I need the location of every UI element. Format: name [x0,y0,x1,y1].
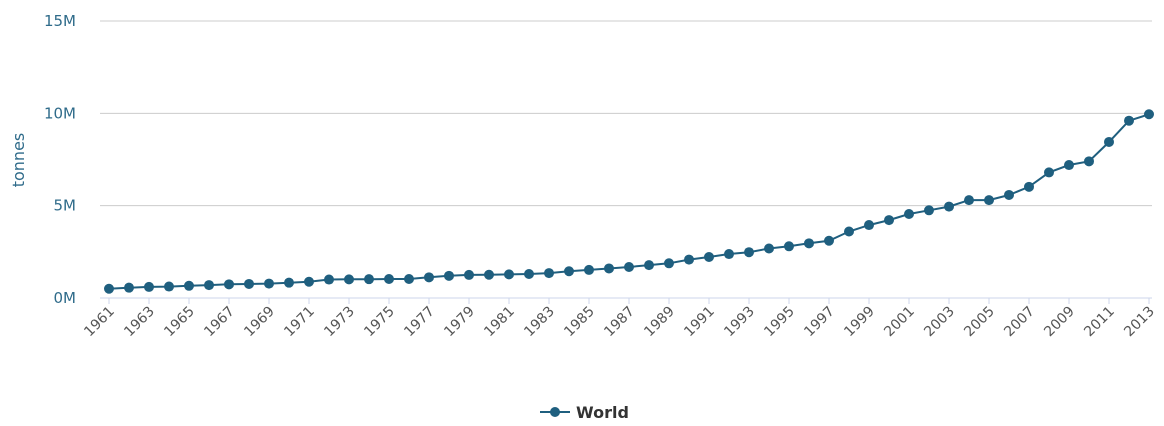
x-tick-label: 1979 [441,304,478,341]
x-tick-label: 2003 [921,304,958,341]
data-point-1962[interactable] [124,282,134,293]
data-point-1970[interactable] [284,277,294,288]
data-point-1966[interactable] [204,280,214,291]
x-tick-label: 2011 [1081,304,1118,341]
data-point-1986[interactable] [604,263,614,274]
data-point-2013[interactable] [1144,109,1154,120]
x-tick-label: 1985 [561,304,598,341]
x-tick-label: 2005 [961,304,998,341]
data-point-1973[interactable] [344,274,354,285]
x-tick-label: 1991 [681,304,718,341]
data-point-2004[interactable] [964,195,974,206]
series-world [104,109,1154,294]
data-point-2011[interactable] [1104,136,1114,147]
data-point-1975[interactable] [384,273,394,284]
data-point-1978[interactable] [444,270,454,281]
data-point-1990[interactable] [684,254,694,265]
x-tick-label: 1961 [81,304,118,341]
x-tick-label: 1997 [801,304,838,341]
x-tick-label: 1995 [761,304,798,341]
data-point-1967[interactable] [224,279,234,290]
y-tick-label: 10M [44,104,76,122]
y-axis: 0M 5M 10M 15M [44,12,76,307]
data-point-1977[interactable] [424,272,434,283]
data-point-1979[interactable] [464,269,474,280]
data-point-2006[interactable] [1004,189,1014,200]
data-point-1981[interactable] [504,269,514,280]
x-tick-label: 1977 [401,304,438,341]
data-point-1968[interactable] [244,278,254,289]
data-point-1980[interactable] [484,269,494,280]
data-point-1985[interactable] [584,264,594,275]
x-tick-label: 1987 [601,304,638,341]
x-axis: 1961 1963 1965 1967 1969 1971 1973 1975 1977 1979… [81,298,1158,340]
x-tick-label: 2007 [1001,304,1038,341]
data-point-1995[interactable] [784,241,794,252]
data-point-1999[interactable] [864,220,874,231]
data-point-2009[interactable] [1064,160,1074,171]
data-point-1969[interactable] [264,278,274,289]
data-point-1992[interactable] [724,249,734,260]
x-tick-label: 1981 [481,304,518,341]
data-point-1988[interactable] [644,260,654,271]
y-tick-label: 15M [44,12,76,30]
data-point-1984[interactable] [564,266,574,277]
x-tick-label: 2009 [1041,304,1078,341]
x-tick-label: 1969 [241,304,278,341]
data-point-2012[interactable] [1124,115,1134,126]
data-point-1998[interactable] [844,226,854,237]
x-tick-label: 1971 [281,304,318,341]
data-point-2005[interactable] [984,195,994,206]
x-tick-label: 2001 [881,304,918,341]
data-point-1972[interactable] [324,274,334,285]
x-tick-label: 1983 [521,304,558,341]
data-point-1996[interactable] [804,238,814,249]
data-point-1971[interactable] [304,276,314,287]
x-tick-label: 1967 [201,304,238,341]
data-point-1964[interactable] [164,281,174,292]
data-point-1965[interactable] [184,280,194,291]
data-point-2008[interactable] [1044,167,1054,178]
x-tick-label: 1989 [641,304,678,341]
gridlines [100,20,1152,207]
data-point-1983[interactable] [544,268,554,279]
x-tick-label: 1973 [321,304,358,341]
data-point-1994[interactable] [764,243,774,254]
data-point-2000[interactable] [884,215,894,226]
x-tick-label: 1963 [121,304,158,341]
legend[interactable]: World [540,403,629,422]
x-tick-label: 2013 [1121,304,1158,341]
data-point-2001[interactable] [904,208,914,219]
legend-marker-icon [550,407,560,417]
data-point-1982[interactable] [524,268,534,279]
data-point-1976[interactable] [404,273,414,284]
x-tick-label: 1965 [161,304,198,341]
data-point-1991[interactable] [704,252,714,263]
data-point-1961[interactable] [104,283,114,294]
data-point-1989[interactable] [664,258,674,269]
data-point-2003[interactable] [944,201,954,212]
data-point-2002[interactable] [924,205,934,216]
data-point-1974[interactable] [364,274,374,285]
data-point-1963[interactable] [144,281,154,292]
y-tick-label: 5M [54,197,77,215]
data-point-1997[interactable] [824,235,834,246]
data-point-2007[interactable] [1024,181,1034,192]
data-point-1993[interactable] [744,247,754,258]
y-axis-label: tonnes [9,133,28,188]
x-tick-label: 1993 [721,304,758,341]
legend-label-world: World [576,403,629,422]
data-point-1987[interactable] [624,261,634,272]
x-tick-label: 1999 [841,304,878,341]
data-point-2010[interactable] [1084,156,1094,167]
x-tick-label: 1975 [361,304,398,341]
y-tick-label: 0M [54,289,77,307]
